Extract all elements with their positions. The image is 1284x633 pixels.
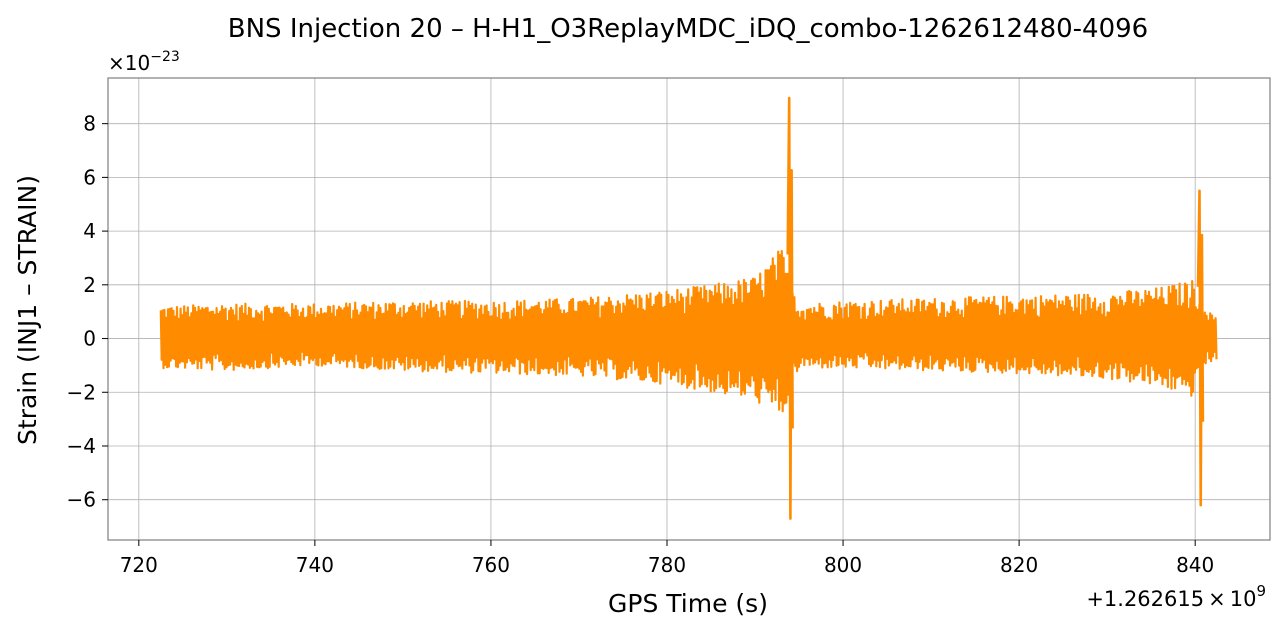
x-tick-label: 740 [296,553,334,577]
x-offset-times: × [1208,587,1226,611]
tick-layer: 720 740 760 780 800 820 840 −6 −4 −2 0 2 4 6 8 [67,112,1215,577]
y-multiplier-exp: −23 [150,49,180,65]
chart-title: BNS Injection 20 – H-H1_O3ReplayMDC_iDQ_… [228,14,1148,44]
series-peak [1196,189,1205,507]
x-tick-label: 780 [648,553,686,577]
x-offset-label: +1.262615 × 109 [1086,582,1266,611]
y-tick-label: −6 [67,488,96,512]
y-tick-label: 4 [83,219,96,243]
x-offset-base: 10 [1230,587,1257,611]
x-offset-prefix: +1.262615 [1086,587,1204,611]
svg-text:+1.262615×109: +1.262615 × 109 [1086,582,1266,611]
y-multiplier-base: 10 [125,51,150,75]
y-multiplier-times: × [108,51,125,75]
x-tick-label: 800 [824,553,862,577]
y-tick-label: 8 [83,112,96,136]
y-tick-label: −4 [67,434,96,458]
x-tick-label: 820 [1000,553,1038,577]
x-axis-label: GPS Time (s) [608,589,768,618]
y-tick-label: 0 [83,327,96,351]
y-tick-label: −2 [67,380,96,404]
x-tick-label: 720 [120,553,158,577]
x-offset-exp: 9 [1256,582,1266,600]
x-tick-label: 840 [1176,553,1214,577]
svg-text:×10−23: ×10−23 [108,49,180,75]
series-peak [786,96,794,520]
y-axis-label: Strain (INJ1 – STRAIN) [13,175,42,445]
y-tick-label: 2 [83,273,96,297]
y-tick-label: 6 [83,165,96,189]
plot-frame [107,77,1271,541]
y-multiplier-label: ×10−23 [108,49,180,75]
x-tick-label: 760 [472,553,510,577]
series-line [159,250,1218,413]
data-layer [159,96,1218,520]
